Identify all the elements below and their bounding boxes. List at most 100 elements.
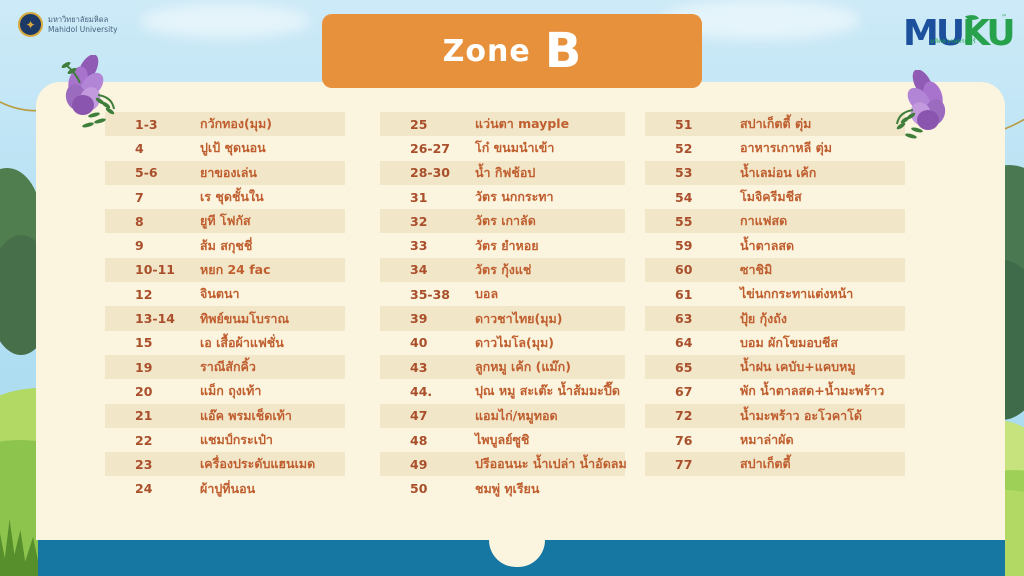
list-row: 67 พัก น้ำตาลสด+น้ำมะพร้าว	[645, 379, 905, 403]
list-row: 47 แอมไก่/หมูทอด	[380, 403, 625, 428]
list-row: 49 ปรีออนนะ น้ำเปล่า น้ำอัดลม	[380, 452, 627, 477]
list-row: 10-11 หยก 24 fac	[105, 257, 345, 283]
mahidol-name-thai: มหาวิทยาลัยมหิดล	[48, 15, 109, 25]
stall-number: 31	[410, 189, 428, 205]
stall-name: ไพบูลย์ซูชิ	[475, 432, 530, 447]
stall-number: 34	[410, 262, 428, 278]
mahidol-emblem-icon: ✦	[18, 12, 43, 37]
stall-name: แอ๊ค พรมเช็ดเท้า	[200, 407, 292, 423]
muku-letter-u2: U	[986, 13, 1015, 54]
muku-logo: MUKU มหิดล เกษตรแฟร์ ™	[903, 12, 1016, 60]
muku-trademark: ™	[1001, 14, 1007, 21]
stall-name: หยก 24 fac	[200, 261, 271, 277]
stall-name: ผ้าปูที่นอน	[200, 480, 256, 496]
cloud-shape	[140, 4, 310, 38]
stall-number: 49	[410, 456, 428, 472]
stall-name: ปุณ หมู สะเต๊ะ น้ำส้มมะปี๊ด	[475, 383, 620, 399]
list-row: 32 วัตร เกาลัด	[380, 209, 625, 234]
stall-name: โก๋ ขนมนำเข้า	[475, 140, 555, 156]
stall-number: 77	[675, 456, 693, 472]
muku-subtext: มหิดล เกษตรแฟร์	[930, 38, 976, 45]
stall-number: 43	[410, 359, 428, 375]
stall-number: 10-11	[135, 262, 175, 278]
list-row: 1-3 กวักทอง(มุม)	[105, 112, 345, 137]
stall-number: 4	[135, 140, 144, 156]
stall-name: อาหารเกาหลี ตุ่ม	[740, 140, 832, 156]
stall-number: 19	[135, 359, 153, 375]
flower-decoration-right	[896, 70, 946, 139]
list-row: 5-6 ยาของเล่น	[105, 160, 345, 185]
stall-name: น้ำเลม่อน เค้ก	[740, 164, 817, 180]
stall-name: น้ำฝน เคบับ+แคบหมู	[740, 359, 856, 375]
stall-number: 59	[675, 238, 693, 254]
stall-name: แอมไก่/หมูทอด	[475, 407, 558, 423]
stall-name: น้ำมะพร้าว อะโวคาโด้	[740, 407, 863, 423]
list-row: 35-38 บอล	[380, 282, 625, 306]
stall-name: ลูกหมู เค้ก (แม๊ก)	[475, 359, 571, 375]
list-row: 20 แม็ก ถุงเท้า	[105, 379, 345, 403]
stall-number: 28-30	[410, 165, 450, 181]
list-row: 7 เร ชุดชั้นใน	[105, 185, 345, 209]
stall-number: 23	[135, 456, 153, 472]
mahidol-name-english: Mahidol University	[48, 24, 118, 34]
stall-name: พัก น้ำตาลสด+น้ำมะพร้าว	[740, 383, 885, 399]
list-row: 12 จินตนา	[105, 282, 345, 306]
stall-name: วัตร ยำหอย	[475, 237, 539, 253]
stall-name: จินตนา	[200, 286, 240, 302]
stall-number: 20	[135, 383, 153, 399]
stall-name: น้ำ กิฟช้อป	[475, 164, 536, 180]
stall-name: เร ชุดชั้นใน	[200, 189, 264, 205]
list-row: 26-27 โก๋ ขนมนำเข้า	[380, 136, 625, 160]
list-row: 53 น้ำเลม่อน เค้ก	[645, 160, 905, 185]
stall-name: ซาชิมิ	[740, 261, 773, 277]
stall-name: สปาเก็ตตี้	[740, 456, 791, 472]
stall-number: 50	[410, 481, 428, 497]
list-row: 43 ลูกหมู เค้ก (แม๊ก)	[380, 354, 625, 380]
list-row: 59 น้ำตาลสด	[645, 233, 905, 257]
stall-name: วัตร กุ้งแช่	[475, 261, 532, 277]
list-row: 23 เครื่องประดับแฮนเมด	[105, 452, 345, 477]
stall-number: 76	[675, 432, 693, 448]
list-row: 21 แอ๊ค พรมเช็ดเท้า	[105, 403, 345, 428]
stall-number: 40	[410, 335, 428, 351]
list-row: 54 โมจิครีมชีส	[645, 185, 905, 209]
list-row: 51 สปาเก็ตตี้ ตุ่ม	[645, 112, 905, 137]
list-row: 50 ชมพู่ ทุเรียน	[380, 476, 625, 500]
stall-number: 12	[135, 286, 153, 302]
stall-number: 26-27	[410, 140, 450, 156]
stall-number: 65	[675, 359, 693, 375]
list-row: 76 หมาล่าผัด	[645, 428, 905, 452]
stall-number: 47	[410, 408, 428, 424]
stall-name: เครื่องประดับแฮนเมด	[200, 456, 316, 472]
list-row: 44. ปุณ หมู สะเต๊ะ น้ำส้มมะปี๊ด	[380, 379, 625, 403]
list-row: 24 ผ้าปูที่นอน	[105, 476, 345, 500]
stall-name: ทิพย์ขนมโบราณ	[200, 310, 290, 326]
stall-number: 13-14	[135, 311, 175, 327]
stall-name: ชมพู่ ทุเรียน	[475, 480, 540, 496]
stall-number: 54	[675, 189, 693, 205]
stall-number: 51	[675, 116, 693, 132]
muku-letter-k: K	[962, 13, 989, 54]
stall-number: 63	[675, 311, 693, 327]
zone-banner-letter: B	[544, 23, 582, 79]
stall-name: ปุ้ย กุ้งถัง	[740, 310, 787, 326]
stall-number: 33	[410, 238, 428, 254]
zone-banner: Zone B	[322, 14, 702, 88]
list-row: 60 ซาชิมิ	[645, 257, 905, 283]
list-row: 31 วัตร นกกระทา	[380, 185, 625, 209]
stall-number: 22	[135, 432, 153, 448]
stall-column-1: 1-3 กวักทอง(มุม) 4 ปูเป้ ชุดนอน 5-6 ยาของเล่น…	[105, 112, 345, 501]
list-row: 77 สปาเก็ตตี้	[645, 452, 905, 477]
stall-number: 60	[675, 262, 693, 278]
list-row: 13-14 ทิพย์ขนมโบราณ	[105, 306, 345, 331]
stall-number: 61	[675, 286, 693, 302]
flower-decoration-left	[61, 55, 115, 128]
stall-number: 21	[135, 408, 153, 424]
stall-name: ส้ม สกุชชี่	[200, 237, 253, 253]
list-row: 33 วัตร ยำหอย	[380, 233, 625, 257]
stall-name: หมาล่าผัด	[740, 432, 794, 447]
stall-number: 44.	[410, 383, 433, 399]
stall-number: 67	[675, 383, 693, 399]
stall-name: ดาวไมโล(มุม)	[475, 334, 554, 350]
stall-name: เอ เสื้อผ้าแฟชั่น	[200, 334, 284, 350]
